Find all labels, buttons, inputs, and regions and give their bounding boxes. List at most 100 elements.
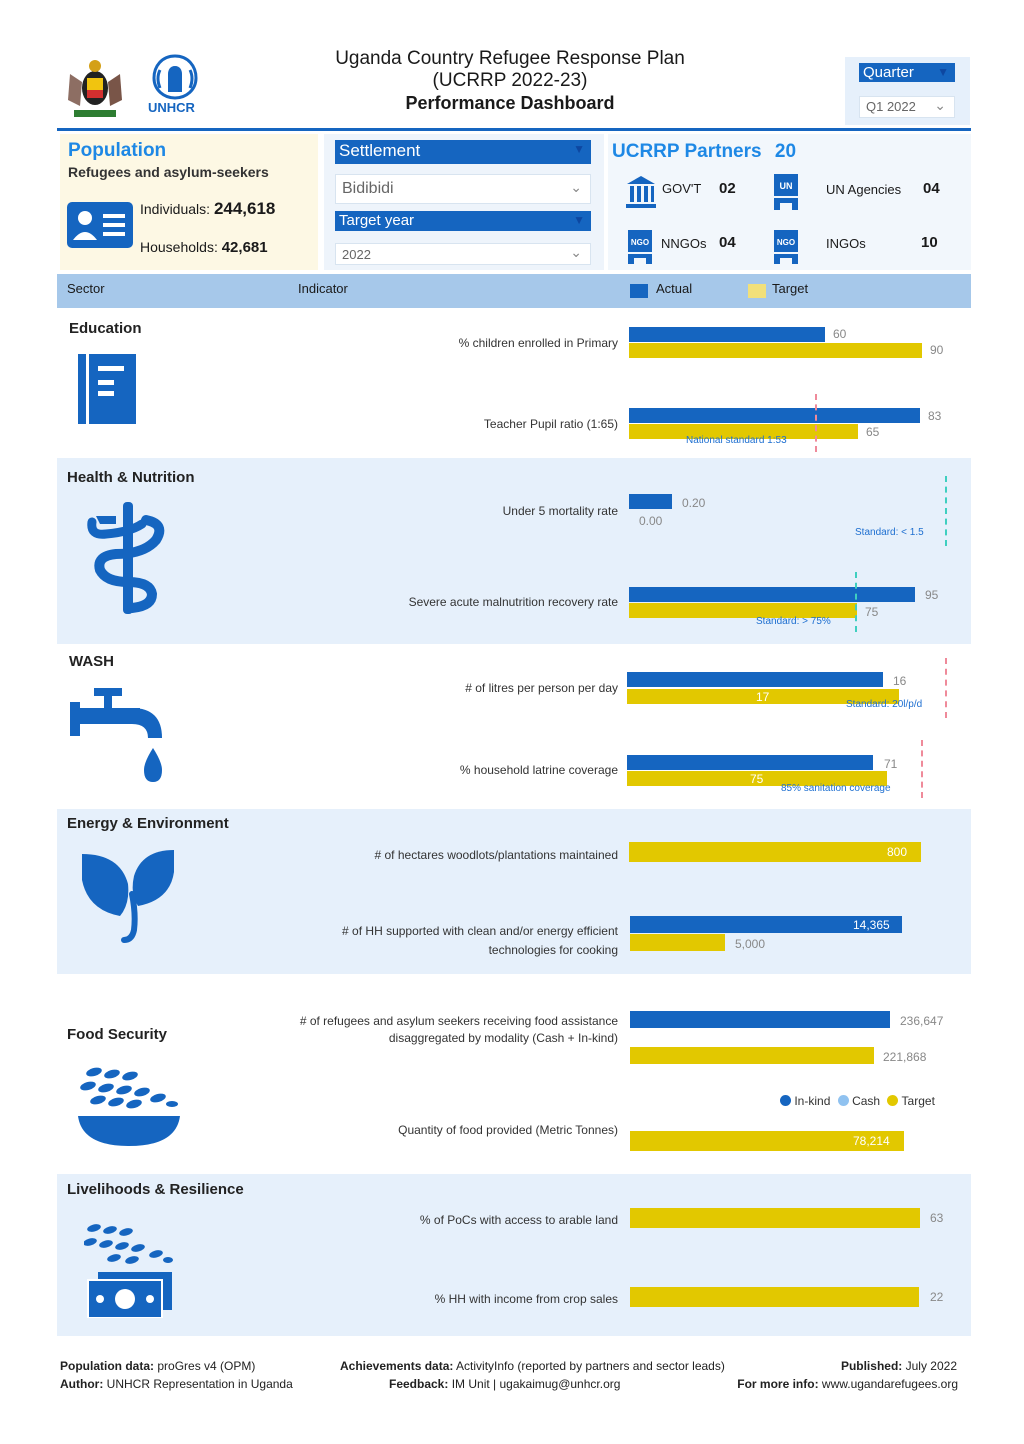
chevron-down-icon: ▼ <box>573 142 585 156</box>
health-ind1-standard-label: Standard: < 1.5 <box>855 527 924 538</box>
edu-ind2-label: Teacher Pupil ratio (1:65) <box>483 417 618 431</box>
money-crops-icon <box>84 1224 173 1318</box>
education-title: Education <box>69 320 142 337</box>
chevron-down-icon: ⌄ <box>570 244 582 260</box>
health-ind1-label: Under 5 mortality rate <box>502 504 618 518</box>
footer-author: Author: UNHCR Representation in Uganda <box>60 1377 293 1391</box>
legend-inkind-label: In-kind <box>794 1094 831 1108</box>
ingo-label: INGOs <box>826 236 866 251</box>
food-ind1-actual-value: 236,647 <box>900 1014 944 1028</box>
health-ind2-actual-bar <box>629 587 915 602</box>
legend-cash-label: Cash <box>852 1094 881 1108</box>
legend-target-dot <box>887 1095 899 1106</box>
edu-ind2-target-bar <box>629 424 858 439</box>
ingo-icon-text: NGO <box>777 238 795 247</box>
chevron-down-icon: ▼ <box>573 213 585 227</box>
actual-legend-swatch <box>630 284 648 298</box>
chevron-down-icon: ⌄ <box>570 179 582 195</box>
wash-ind1-actual-bar <box>627 672 883 687</box>
target-legend-swatch <box>748 284 766 298</box>
edu-ind2-standard-label: National standard 1:53 <box>686 435 787 446</box>
header-divider <box>57 128 971 131</box>
un-agencies-value: 04 <box>923 180 940 197</box>
livelihoods-ind1-target-bar <box>630 1208 920 1228</box>
energy-ind2-label-l2: technologies for cooking <box>488 943 618 957</box>
settlement-select[interactable]: Bidibidi ⌄ <box>335 174 591 204</box>
health-ind1-actual-bar <box>629 494 672 509</box>
population-subtitle: Refugees and asylum-seekers <box>68 164 269 180</box>
partners-title-row: UCRRP Partners 20 <box>612 141 796 163</box>
footer-more-info[interactable]: For more info: www.ugandarefugees.org <box>737 1377 958 1391</box>
food-ind1-actual-bar <box>630 1011 890 1028</box>
wash-ind1-standard-line <box>945 658 947 718</box>
energy-ind1-target-value: 800 <box>887 845 908 859</box>
title-line-2: (UCRRP 2022-23) <box>432 70 588 91</box>
livelihoods-ind2-label: % HH with income from crop sales <box>434 1292 618 1306</box>
food-legend: In-kind Cash Target <box>780 1094 935 1108</box>
health-ind2-standard-label: Standard: > 75% <box>756 616 831 627</box>
nngo-value: 04 <box>719 234 736 251</box>
water-tap-icon <box>70 688 162 782</box>
quarter-filter-label[interactable]: Quarter ▼ <box>859 63 955 82</box>
health-ind2-target-value: 75 <box>865 605 879 619</box>
health-ind1-actual-value: 0.20 <box>682 496 706 510</box>
energy-ind1-target-bar <box>629 842 921 862</box>
food-ind1-target-value: 221,868 <box>883 1050 927 1064</box>
title-line-1: Uganda Country Refugee Response Plan <box>335 48 685 69</box>
edu-ind1-actual-value: 60 <box>833 327 847 341</box>
energy-ind2-actual-value: 14,365 <box>853 918 890 932</box>
uganda-coat-of-arms-icon <box>68 60 122 117</box>
book-icon <box>78 354 136 424</box>
livelihoods-band <box>57 1174 971 1336</box>
footer-feedback: Feedback: IM Unit | ugakaimug@unhcr.org <box>389 1377 621 1391</box>
health-ind2-actual-value: 95 <box>925 588 939 602</box>
chevron-down-icon: ⌄ <box>934 97 946 113</box>
wash-title: WASH <box>69 653 114 670</box>
individuals-value: 244,618 <box>213 199 276 218</box>
edu-ind2-actual-bar <box>629 408 920 423</box>
households-label: Households: <box>140 239 218 255</box>
edu-ind2-target-value: 65 <box>866 425 880 439</box>
footer-population-source: Population data: proGres v4 (OPM) <box>60 1359 256 1373</box>
livelihoods-ind1-target-value: 63 <box>930 1211 944 1225</box>
energy-ind2-actual-bar <box>630 916 902 933</box>
wash-ind2-target-value: 75 <box>750 772 764 786</box>
quarter-select[interactable]: Q1 2022 ⌄ <box>859 96 955 118</box>
energy-ind1-label: # of hectares woodlots/plantations maint… <box>374 848 619 862</box>
id-card-icon <box>67 202 133 248</box>
livelihoods-ind2-target-bar <box>630 1287 919 1307</box>
livelihoods-title: Livelihoods & Resilience <box>67 1181 244 1198</box>
nngo-label: NNGOs <box>661 236 707 251</box>
edu-ind1-label: % children enrolled in Primary <box>458 336 618 350</box>
energy-ind2-target-bar <box>630 934 725 951</box>
target-year-filter-label[interactable]: Target year ▼ <box>335 211 591 231</box>
wash-ind1-label: # of litres per person per day <box>465 681 618 695</box>
settlement-filter-label[interactable]: Settlement ▼ <box>335 140 591 164</box>
govt-label: GOV'T <box>662 181 702 196</box>
nngo-icon: NGO <box>628 230 652 264</box>
govt-value: 02 <box>719 180 736 197</box>
sector-column-header: Sector <box>67 281 105 296</box>
edu-ind2-standard-line <box>815 394 817 452</box>
indicator-column-header: Indicator <box>298 281 348 296</box>
unhcr-logo-text: UNHCR <box>148 100 195 115</box>
wash-ind1-target-bar <box>627 689 899 704</box>
health-ind1-target-value: 0.00 <box>639 514 663 528</box>
population-title: Population <box>68 140 167 161</box>
legend-inkind-dot <box>780 1095 791 1106</box>
wash-ind1-actual-value: 16 <box>893 674 907 688</box>
energy-band <box>57 809 971 974</box>
food-ind1-label-l2: disaggregated by modality (Cash + In-kin… <box>388 1031 618 1045</box>
table-header <box>57 274 971 308</box>
un-agency-icon: UN <box>774 174 798 210</box>
health-ind2-label: Severe acute malnutrition recovery rate <box>408 595 618 609</box>
food-ind2-label: Quantity of food provided (Metric Tonnes… <box>398 1123 618 1137</box>
ingo-icon: NGO <box>774 230 798 264</box>
un-agencies-label: UN Agencies <box>826 182 902 197</box>
edu-ind2-actual-value: 83 <box>928 409 942 423</box>
households-value: 42,681 <box>221 239 268 256</box>
target-year-select[interactable]: 2022 ⌄ <box>335 243 591 265</box>
wash-ind2-standard-line <box>921 740 923 798</box>
nngo-icon-text: NGO <box>631 238 649 247</box>
footer-published: Published: July 2022 <box>840 1359 957 1373</box>
